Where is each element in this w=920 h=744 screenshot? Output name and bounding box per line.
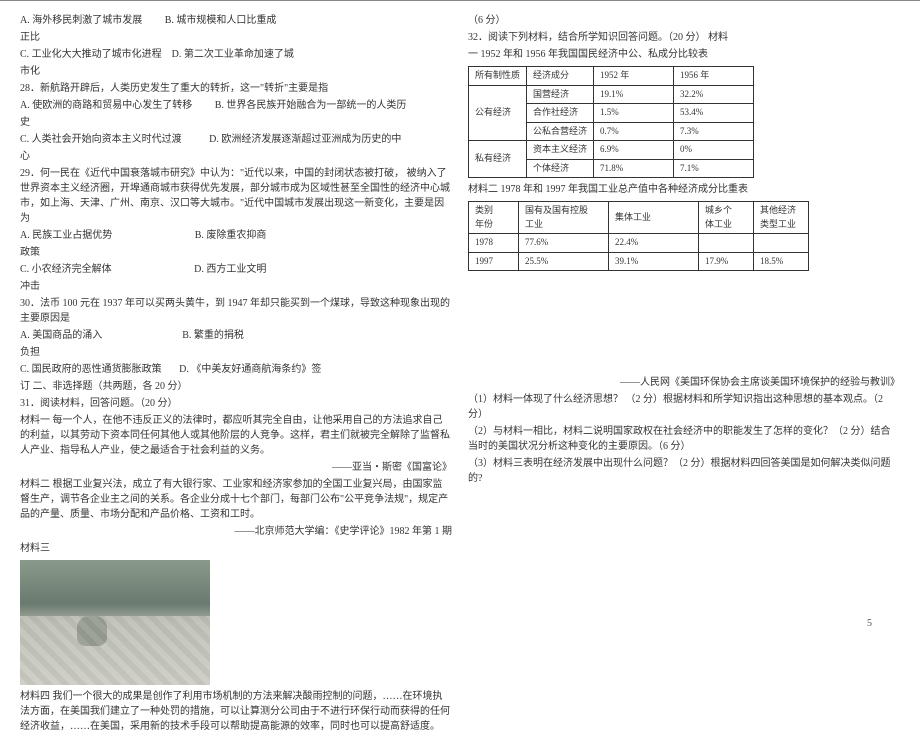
th: 集体工业 [609, 202, 699, 234]
cell: 合作社经济 [527, 104, 594, 123]
table-row: 1978 77.6% 22.4% [469, 234, 809, 253]
table-2: 类别 年份 国有及国有控股 工业 集体工业 城乡个 体工业 其他经济 类型工业 … [468, 201, 809, 271]
cell: 1997 [469, 252, 519, 271]
text: 市化 [20, 64, 452, 79]
cell: 22.4% [609, 234, 699, 253]
opt-a: A. 美国商品的涌入 [20, 330, 102, 341]
th: 所有制性质 [469, 67, 527, 86]
cell: 0% [674, 141, 754, 160]
table-row: 类别 年份 国有及国有控股 工业 集体工业 城乡个 体工业 其他经济 类型工业 [469, 202, 809, 234]
cell: 个体经济 [527, 159, 594, 178]
opt-d: D. 第二次工业革命加速了城 [172, 49, 294, 60]
text: 史 [20, 115, 452, 130]
cell [699, 234, 754, 253]
table-row: 公有经济 国营经济 19.1% 32.2% [469, 85, 754, 104]
opt-b: B. 废除重农抑商 [195, 230, 267, 241]
th: 类别 年份 [469, 202, 519, 234]
opt-a: A. 使欧洲的商路和贸易中心发生了转移 [20, 100, 192, 111]
right-source: ——人民网《美国环保协会主席谈美国环境保护的经验与教训》 [468, 375, 900, 390]
opt-b: B. 世界各民族开始融合为一部统一的人类历 [215, 100, 407, 111]
q32-sub: 一 1952 年和 1956 年我国国民经济中公、私成分比较表 [468, 47, 900, 62]
text: 政策 [20, 245, 452, 260]
q29: 29．何一民在《近代中国衰落城市研究》中认为："近代以来，中国的封闭状态被打破，… [20, 166, 452, 226]
cell: 18.5% [754, 252, 809, 271]
text: A. 海外移民刺激了城市发展 B. 城市规模和人口比重成 [20, 13, 452, 28]
cell: 7.1% [674, 159, 754, 178]
opt-b: B. 繁重的捐税 [182, 330, 244, 341]
m1: 材料一 每一个人，在他不违反正义的法律时，都应听其完全自由，让他采用自己的方法追… [20, 413, 452, 458]
text: C. 国民政府的恶性通货膨胀政策 D. 《中美友好通商航海条约》签 [20, 362, 452, 377]
table-row: 1997 25.5% 39.1% 17.9% 18.5% [469, 252, 809, 271]
cell: 17.9% [699, 252, 754, 271]
cell: 71.8% [594, 159, 674, 178]
cell: 私有经济 [469, 141, 527, 178]
m2: 材料二 根据工业复兴法，成立了有大银行家、工业家和经济家参加的全国工业复兴局，由… [20, 477, 452, 522]
th: 城乡个 体工业 [699, 202, 754, 234]
th: 其他经济 类型工业 [754, 202, 809, 234]
sub-q2: （2）与材料一相比，材料二说明国家政权在社会经济中的职能发生了怎样的变化？（2 … [468, 424, 900, 454]
text: C. 工业化大大推动了城市化进程 D. 第二次工业革命加速了城 [20, 47, 452, 62]
table-1: 所有制性质 经济成分 1952 年 1956 年 公有经济 国营经济 19.1%… [468, 66, 754, 178]
th: 1956 年 [674, 67, 754, 86]
m3-label: 材料三 [20, 541, 452, 556]
cell: 公有经济 [469, 85, 527, 141]
opt-c: C. 国民政府的恶性通货膨胀政策 [20, 364, 162, 375]
m1-source: ——亚当・斯密《国富论》 [20, 460, 452, 475]
cell: 19.1% [594, 85, 674, 104]
opt-b: B. 城市规模和人口比重成 [165, 15, 277, 26]
m4: 材料四 我们一个很大的成果是创作了利用市场机制的方法来解决酸雨控制的问题，……在… [20, 689, 452, 734]
cell: 资本主义经济 [527, 141, 594, 160]
q28: 28．新航路开辟后，人类历史发生了重大的转折，这一"转折"主要是指 [20, 81, 452, 96]
material-image [20, 560, 210, 685]
text: 冲击 [20, 279, 452, 294]
cell: 39.1% [609, 252, 699, 271]
t2-caption: 材料二 1978 年和 1997 年我国工业总产值中各种经济成分比重表 [468, 182, 900, 197]
cell: 25.5% [519, 252, 609, 271]
q31: 31．阅读材料，回答问题。（20 分） [20, 396, 452, 411]
text: 正比 [20, 30, 452, 45]
cell: 1978 [469, 234, 519, 253]
opt-d: D. 《中美友好通商航海条约》签 [179, 364, 321, 375]
cell: 0.7% [594, 122, 674, 141]
cell: 7.3% [674, 122, 754, 141]
text: A. 美国商品的涌入 B. 繁重的捐税 [20, 328, 452, 343]
cell: 公私合营经济 [527, 122, 594, 141]
text: 心 [20, 149, 452, 164]
cell: 53.4% [674, 104, 754, 123]
th: 1952 年 [594, 67, 674, 86]
table-row: 私有经济 资本主义经济 6.9% 0% [469, 141, 754, 160]
opt-a: A. 海外移民刺激了城市发展 [20, 15, 142, 26]
page-number: 5 [867, 616, 872, 631]
sub-q1: （1）材料一体现了什么经济思想？ （2 分）根据材料和所学知识指出这种思想的基本… [468, 392, 900, 422]
cell: 32.2% [674, 85, 754, 104]
text: 负担 [20, 345, 452, 360]
cell [754, 234, 809, 253]
m2-source: ——北京师范大学编：《史学评论》1982 年第 1 期 [20, 524, 452, 539]
opt-c: C. 小农经济完全解体 [20, 264, 112, 275]
opt-c: C. 人类社会开始向资本主义时代过渡 [20, 134, 182, 145]
q30: 30．法币 100 元在 1937 年可以买两头黄牛，到 1947 年却只能买到… [20, 296, 452, 326]
text: A. 民族工业占据优势 B. 废除重农抑商 [20, 228, 452, 243]
cell: 77.6% [519, 234, 609, 253]
cell: 1.5% [594, 104, 674, 123]
score: （6 分） [468, 13, 900, 28]
opt-a: A. 民族工业占据优势 [20, 230, 112, 241]
opt-d: D. 西方工业文明 [194, 264, 266, 275]
text: A. 使欧洲的商路和贸易中心发生了转移 B. 世界各民族开始融合为一部统一的人类… [20, 98, 452, 113]
text: C. 人类社会开始向资本主义时代过渡 D. 欧洲经济发展逐渐超过亚洲成为历史的中 [20, 132, 452, 147]
sub-q3: （3）材料三表明在经济发展中出现什么问题？（2 分）根据材料四回答美国是如何解决… [468, 456, 900, 486]
th: 国有及国有控股 工业 [519, 202, 609, 234]
th: 经济成分 [527, 67, 594, 86]
text: C. 小农经济完全解体 D. 西方工业文明 [20, 262, 452, 277]
table-row: 所有制性质 经济成分 1952 年 1956 年 [469, 67, 754, 86]
cell: 国营经济 [527, 85, 594, 104]
opt-d: D. 欧洲经济发展逐渐超过亚洲成为历史的中 [209, 134, 401, 145]
cell: 6.9% [594, 141, 674, 160]
text: 订 二、非选择题（共两题，各 20 分） [20, 379, 452, 394]
q32: 32．阅读下列材料，结合所学知识回答问题。（20 分） 材料 [468, 30, 900, 45]
opt-c: C. 工业化大大推动了城市化进程 [20, 49, 162, 60]
